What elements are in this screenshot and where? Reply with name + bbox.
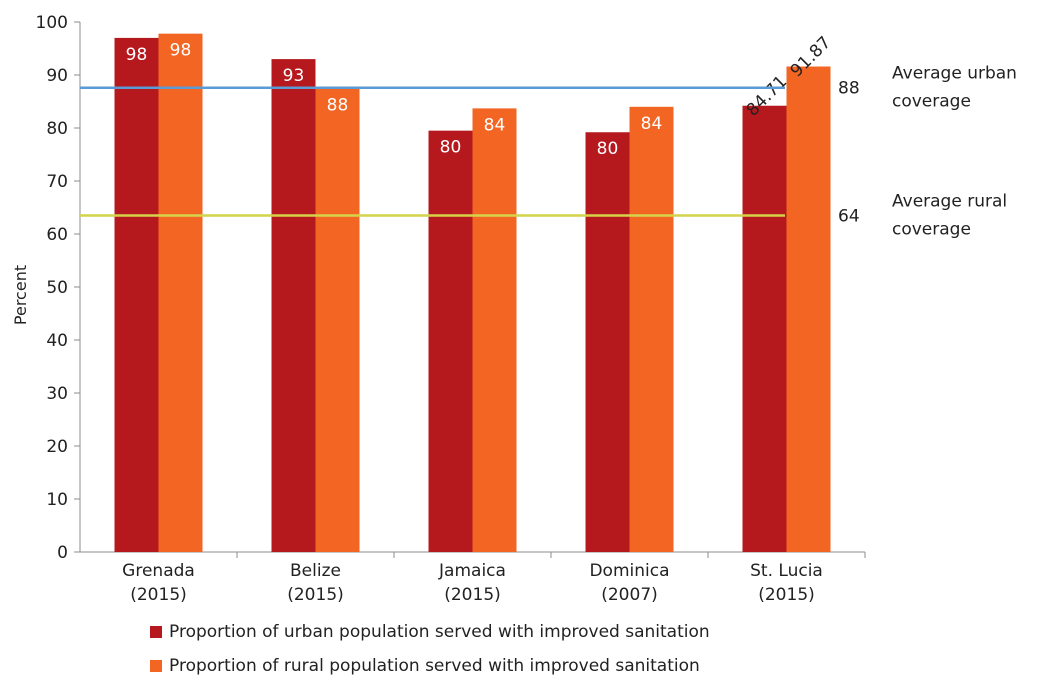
y-tick-label: 50 <box>46 278 68 298</box>
data-label: 93 <box>283 66 305 86</box>
reference-label: Average rural <box>892 191 1007 211</box>
y-tick-label: 20 <box>46 437 68 457</box>
x-tick-year: (2015) <box>130 585 187 605</box>
bar-urban <box>114 37 159 552</box>
x-tick-label: Grenada <box>122 561 195 581</box>
data-label: 84 <box>484 115 506 135</box>
bar-rural <box>158 33 203 553</box>
data-label: 98 <box>126 45 148 65</box>
reference-label: Average urban <box>892 64 1017 84</box>
bar-rural <box>629 106 674 553</box>
y-tick-label: 30 <box>46 384 68 404</box>
x-tick-year: (2015) <box>758 585 815 605</box>
bar-rural <box>786 66 831 553</box>
y-tick-label: 0 <box>57 543 68 563</box>
legend-swatch-rural <box>150 660 162 672</box>
y-tick-label: 70 <box>46 172 68 192</box>
legend: Proportion of urban population served wi… <box>150 622 710 690</box>
bar-urban <box>271 59 316 552</box>
data-label: 98 <box>170 41 192 61</box>
x-tick-label: Dominica <box>589 561 669 581</box>
reference-label: coverage <box>892 92 971 112</box>
reference-value: 88 <box>838 79 860 99</box>
x-tick-year: (2015) <box>287 585 344 605</box>
legend-item-urban: Proportion of urban population served wi… <box>150 622 710 642</box>
bar-urban <box>585 132 630 553</box>
reference-value: 64 <box>838 206 860 226</box>
x-tick-label: Belize <box>290 561 341 581</box>
bar-rural <box>472 108 517 552</box>
x-tick-label: Jamaica <box>438 561 506 581</box>
chart-svg: 0 10 20 30 40 50 60 70 80 90 100 Percent Grenada (201… <box>11 13 1017 605</box>
bar-urban <box>742 105 787 553</box>
y-tick-label: 90 <box>46 66 68 86</box>
x-tick-label: St. Lucia <box>750 561 823 581</box>
legend-label-rural: Proportion of rural population served wi… <box>169 655 700 676</box>
bar-urban <box>428 130 473 552</box>
data-label: 80 <box>597 139 619 159</box>
legend-label-urban: Proportion of urban population served wi… <box>169 621 710 642</box>
y-tick-label: 100 <box>36 13 68 33</box>
y-axis-title: Percent <box>11 265 30 325</box>
legend-item-rural: Proportion of rural population served wi… <box>150 656 710 676</box>
x-tick-year: (2015) <box>444 585 501 605</box>
x-tick-year: (2007) <box>601 585 658 605</box>
data-label: 88 <box>327 95 349 115</box>
legend-swatch-urban <box>150 626 162 638</box>
data-label: 80 <box>440 138 462 158</box>
y-tick-label: 40 <box>46 331 68 351</box>
y-tick-label: 60 <box>46 225 68 245</box>
y-tick-label: 80 <box>46 119 68 139</box>
reference-label: coverage <box>892 219 971 239</box>
bar-rural <box>315 88 360 552</box>
data-label: 84 <box>641 114 663 134</box>
y-tick-label: 10 <box>46 490 68 510</box>
